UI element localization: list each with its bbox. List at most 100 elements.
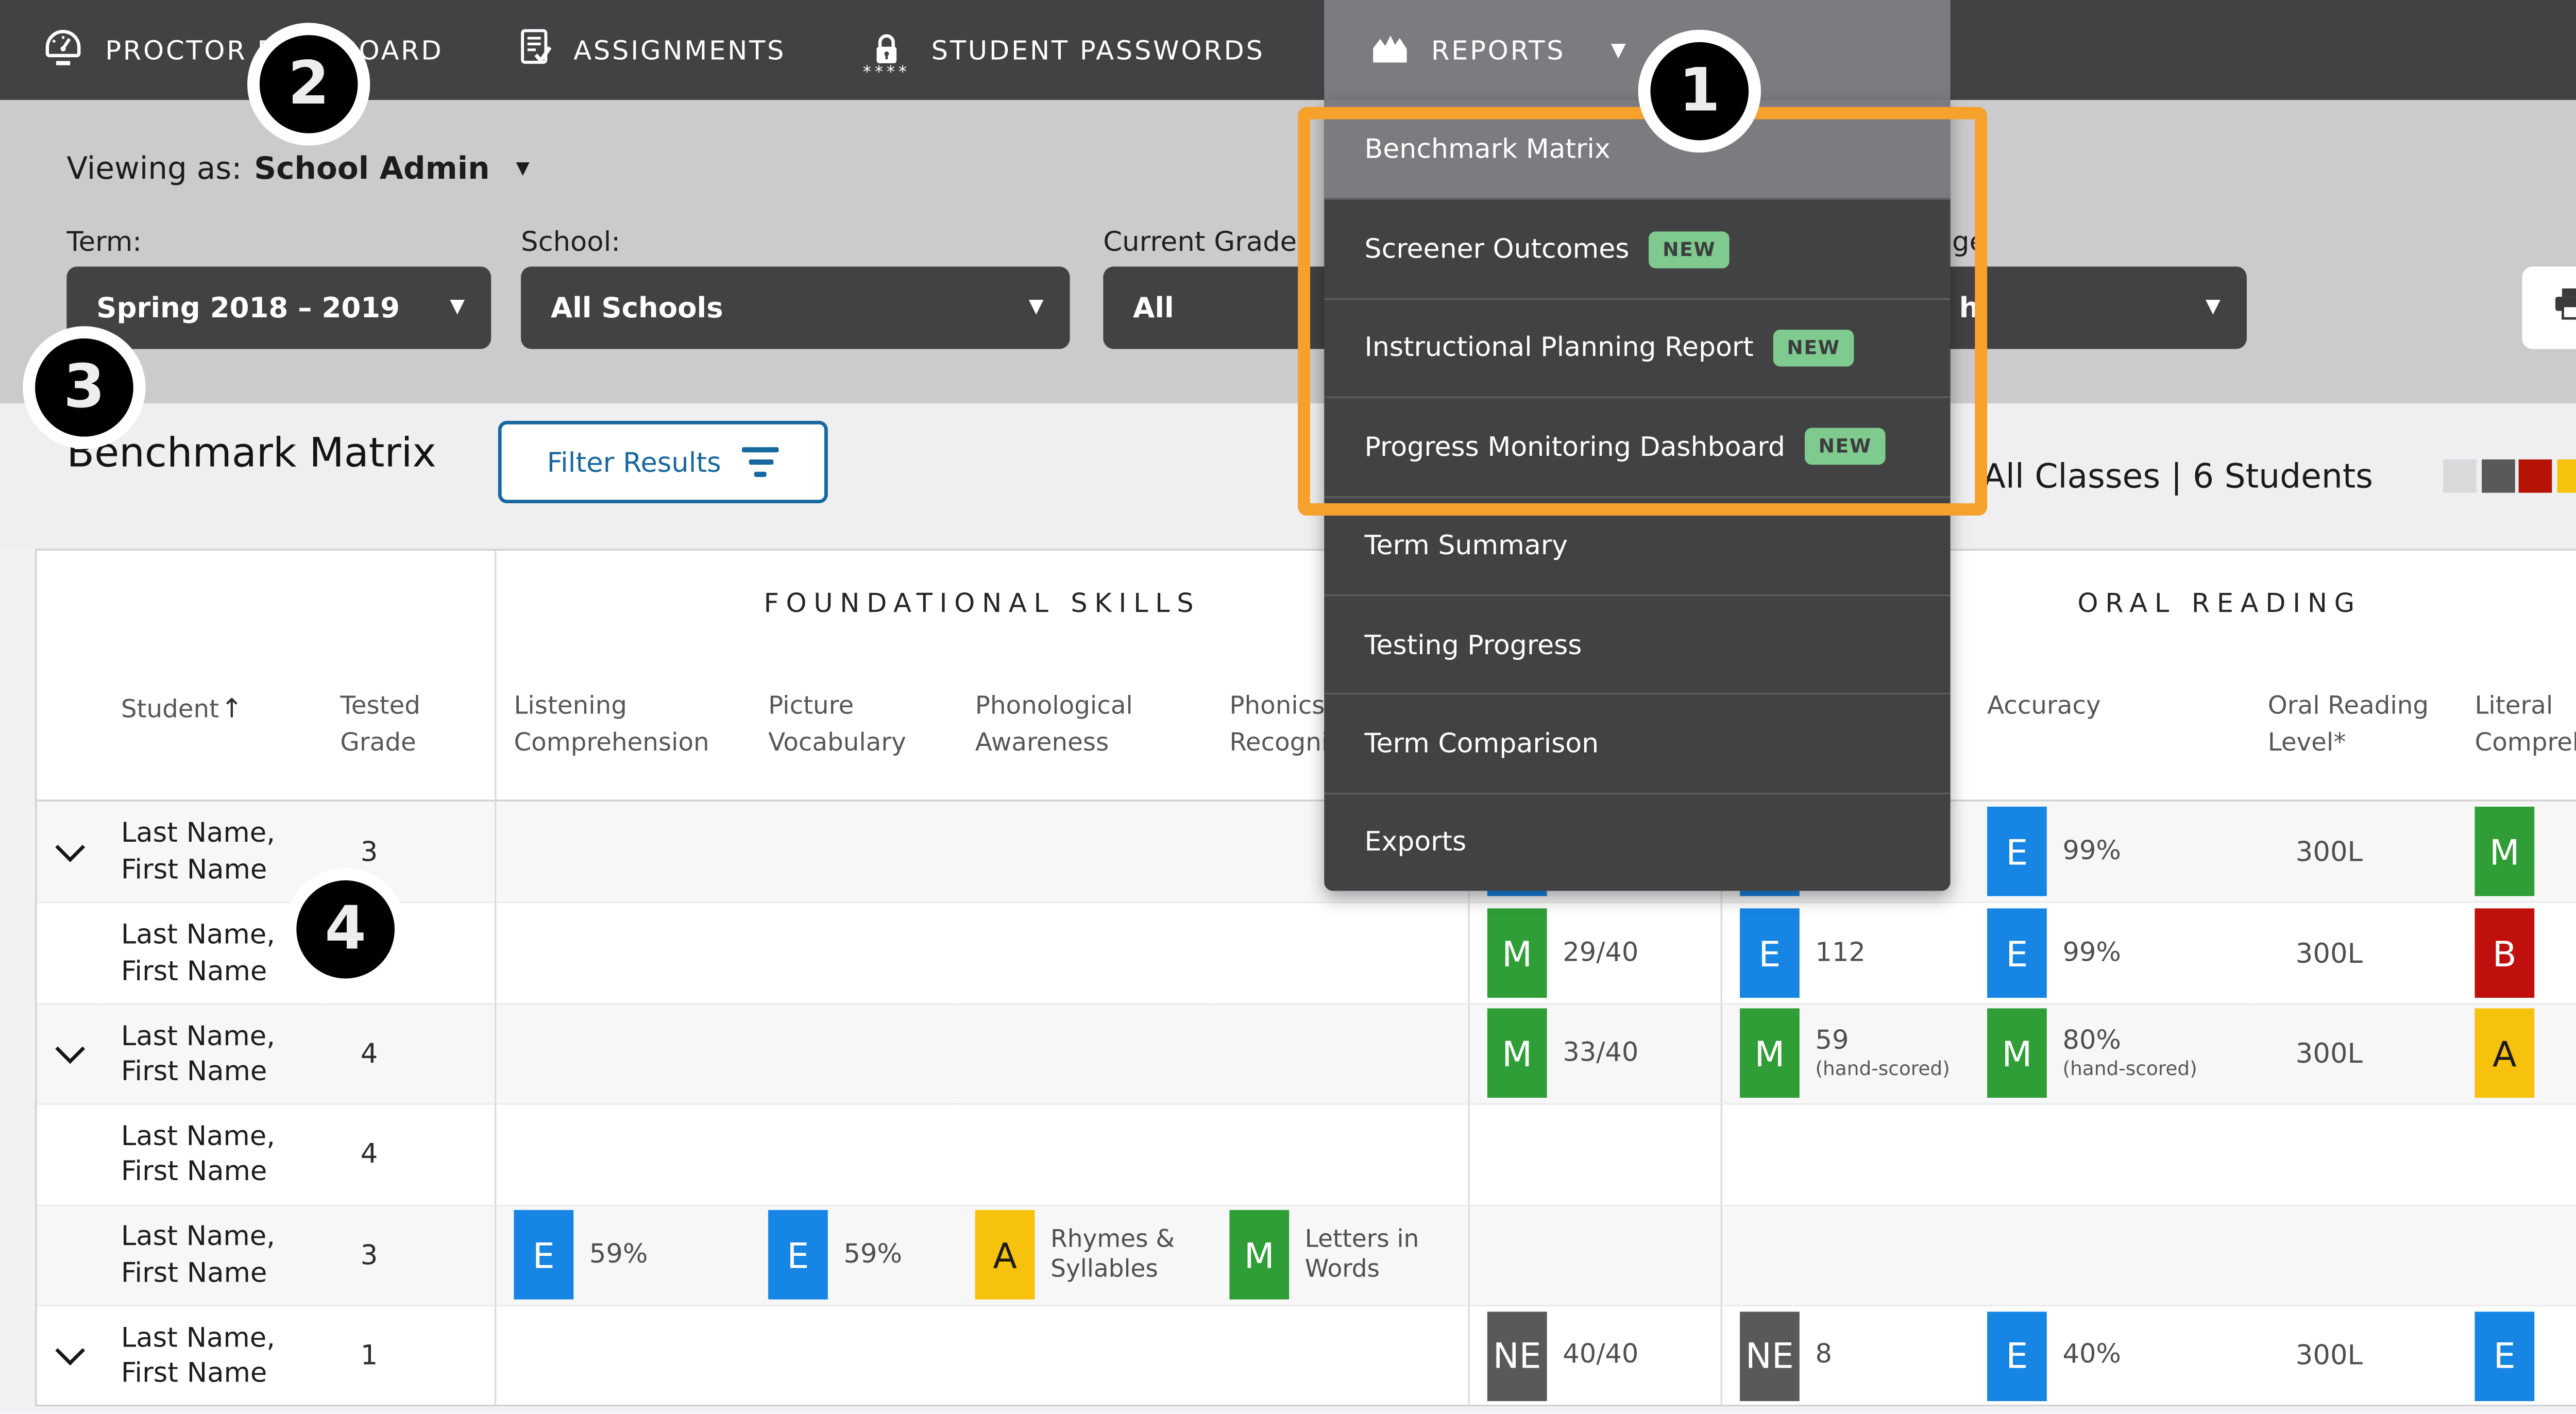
score-cell-accuracy [1970,1103,2250,1204]
new-badge: NEW [1804,428,1886,466]
score-text: 8 [1815,1338,1832,1371]
score-value: 80% [2062,1023,2121,1055]
row-expander [37,1103,104,1204]
legend-swatch [2556,459,2576,493]
nav-item-reports[interactable]: REPORTS ▼ [1324,0,1951,100]
level-badge-E: E [1740,908,1800,998]
password-stars: **** [862,63,910,83]
score-text: Letters in Words [1305,1225,1468,1285]
score-cell-picture [751,902,958,1002]
score-value: 99% [2062,935,2121,968]
score-cell-picture: E 59% [751,1204,958,1305]
filter-results-label: Filter Results [547,446,721,478]
menu-item-label: Benchmark Matrix [1364,133,1611,165]
score-value: 99% [2062,834,2121,866]
score-text: 33/40 [1563,1037,1638,1069]
oral-reading-level-value: 300L [2250,1304,2458,1405]
nav-item-assignments[interactable]: ASSIGNMENTS [519,0,786,100]
score-cell-accuracy [1970,1204,2250,1305]
chart-icon [1370,29,1410,71]
hidden-filter-label-fragment: ge [1952,226,1986,258]
score-text: 59% [843,1238,902,1271]
score-text: 29/40 [1563,935,1639,968]
assignments-icon [519,28,553,72]
score-cell-phonological [957,902,1212,1002]
score-text: 112 [1815,936,1866,968]
score-text: 40/40 [1563,1339,1638,1371]
column-header-literal-comprehension: Literal Comprehension [2457,654,2576,802]
score-cell-phonological [957,801,1212,902]
level-badge-M: M [1987,1009,2047,1099]
oral-reading-level-value: 300L [2250,1002,2458,1103]
score-cell-phonics [1212,1002,1468,1103]
menu-item-term-summary[interactable]: Term Summary [1324,495,1951,594]
score-legend[interactable] [2443,459,2576,493]
score-value: 8 [1815,1338,1832,1370]
row-expander[interactable] [37,1304,104,1405]
level-badge-M: M [1487,1009,1547,1099]
column-header-student[interactable]: Student ↑ [103,654,323,802]
oral-reading-level-value: 300L [2250,801,2458,902]
filter-results-button[interactable]: Filter Results [498,421,828,504]
student-name: Last Name, First Name [103,1304,323,1405]
score-cell-phonological [957,1002,1212,1103]
viewing-as-selector[interactable]: Viewing as: School Admin ▼ [66,152,530,188]
score-subtext: (hand-scored) [1815,1058,1950,1081]
expand-row-icon[interactable] [55,1336,86,1366]
score-cell-c8: M 33/40 [1468,1002,1721,1103]
report-header: Benchmark Matrix Filter Results All Clas… [0,403,2576,549]
menu-item-label: Term Summary [1364,530,1568,562]
score-cell-listening [495,1304,751,1406]
hidden-filter-value-fragment: h [1959,291,1979,325]
score-cell-c9: M 59 (hand-scored) [1720,1002,1970,1103]
tested-grade-value [323,902,495,1002]
row-expander[interactable] [37,1002,104,1103]
level-badge-M: M [1229,1210,1290,1300]
column-header-accuracy: Accuracy [1970,654,2250,802]
score-value: Rhymes & Syllables [1050,1224,1175,1284]
menu-item-screener-outcomes[interactable]: Screener Outcomes NEW [1324,199,1951,298]
menu-item-exports[interactable]: Exports [1324,792,1951,891]
expand-row-icon[interactable] [55,831,86,862]
legend-swatch [2518,459,2552,493]
column-header-picture-vocabulary: Picture Vocabulary [751,654,958,802]
menu-item-progress-monitoring-dashboard[interactable]: Progress Monitoring Dashboard NEW [1324,396,1951,496]
school-select[interactable]: All Schools ▼ [521,266,1070,349]
menu-item-instructional-planning-report[interactable]: Instructional Planning Report NEW [1324,297,1951,397]
column-header-empty [37,654,104,802]
score-cell-literal: A [2457,1002,2576,1103]
score-cell-listening: E 59% [495,1204,751,1305]
score-text: 59% [589,1238,648,1271]
gauge-icon [42,25,84,74]
score-cell-c8 [1468,1103,1721,1204]
print-button[interactable]: Print [2522,266,2576,349]
score-cell-c9: E 112 [1720,902,1970,1003]
menu-item-label: Term Comparison [1364,727,1599,760]
score-cell-listening [495,902,751,1003]
row-expander [37,1204,104,1305]
expand-row-icon[interactable] [55,1034,86,1064]
oral-reading-level-value [2250,1204,2458,1305]
viewing-as-value: School Admin [254,152,490,188]
tested-grade-value: 3 [323,801,495,902]
score-cell-literal: M [2457,801,2576,902]
score-value: 29/40 [1563,935,1639,968]
menu-item-term-comparison[interactable]: Term Comparison [1324,693,1951,792]
level-badge-E: E [1987,908,2047,998]
menu-item-testing-progress[interactable]: Testing Progress [1324,594,1951,693]
term-select[interactable]: Spring 2018 – 2019 ▼ [66,266,492,349]
menu-item-benchmark-matrix[interactable]: Benchmark Matrix [1324,100,1951,199]
chevron-down-icon: ▼ [516,159,530,179]
student-name: Last Name, First Name [103,902,323,1002]
score-cell-picture [751,801,958,902]
nav-item-proctor-dashboard[interactable]: PROCTOR DASHBOARD [42,0,444,100]
row-expander[interactable] [37,801,104,902]
new-badge: NEW [1773,329,1854,367]
menu-item-label: Progress Monitoring Dashboard [1364,431,1785,463]
nav-item-student-passwords[interactable]: **** STUDENT PASSWORDS [863,0,1265,100]
score-cell-c9 [1720,1103,1970,1204]
group-header-spacer [37,551,495,654]
score-cell-accuracy: E 99% [1970,801,2250,902]
term-label: Term: [66,226,142,258]
